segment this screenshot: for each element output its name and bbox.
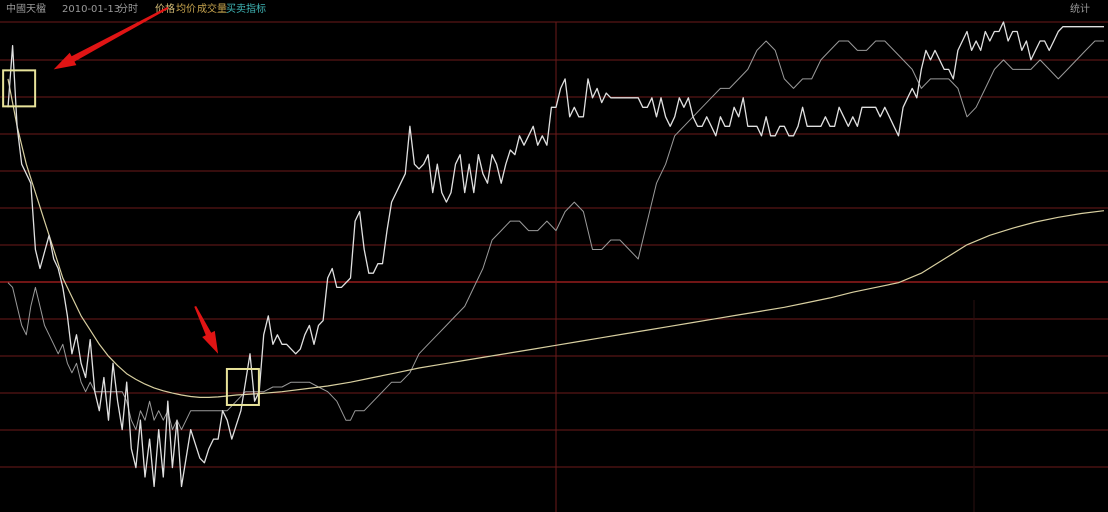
chart-date: 2010-01-13 bbox=[62, 4, 121, 15]
series-line-reference bbox=[7, 40, 1104, 431]
red-arrow bbox=[53, 6, 169, 70]
tab-intraday[interactable]: 分时 bbox=[118, 4, 138, 15]
series-lines bbox=[7, 21, 1105, 488]
series-line-price bbox=[7, 21, 1104, 488]
stats-button[interactable]: 统计 bbox=[1070, 4, 1090, 15]
legend-avg: 均价 bbox=[176, 4, 196, 15]
legend-indicator: 买卖指标 bbox=[226, 4, 266, 15]
series-line-avg bbox=[7, 78, 1105, 398]
red-arrow bbox=[194, 306, 219, 354]
highlight-box bbox=[2, 69, 37, 108]
stock-symbol: 中國天楹 bbox=[6, 4, 46, 15]
annotations bbox=[2, 6, 260, 406]
highlight-box bbox=[225, 367, 260, 406]
legend-volume: 成交量 bbox=[197, 4, 227, 15]
